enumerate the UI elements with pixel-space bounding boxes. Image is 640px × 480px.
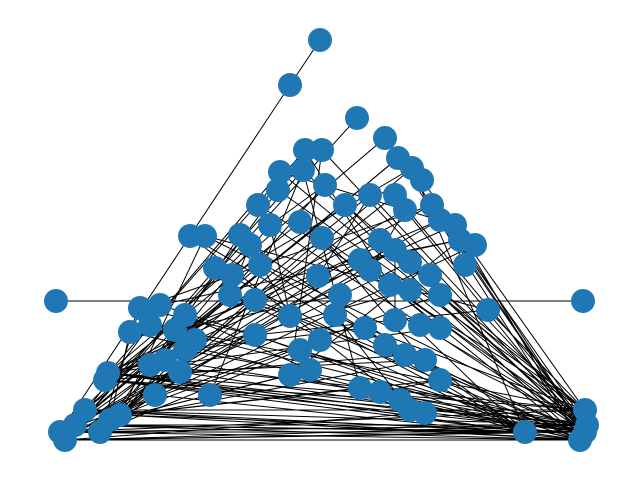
nodes <box>44 28 599 452</box>
node <box>373 126 397 150</box>
node <box>288 338 312 362</box>
edge <box>364 327 586 411</box>
node <box>278 363 302 387</box>
edge <box>487 309 586 411</box>
node <box>410 168 434 192</box>
node <box>323 303 347 327</box>
edge <box>139 204 433 309</box>
edge <box>107 372 586 433</box>
node <box>44 289 68 313</box>
node <box>413 348 437 372</box>
edge <box>74 424 526 433</box>
node <box>398 250 422 274</box>
node <box>298 358 322 382</box>
node <box>353 316 377 340</box>
node <box>258 213 282 237</box>
node <box>398 278 422 302</box>
node <box>428 283 452 307</box>
node <box>243 323 267 347</box>
node <box>246 193 270 217</box>
node <box>428 368 452 392</box>
node <box>163 318 187 342</box>
node <box>266 178 290 202</box>
edge <box>64 412 426 441</box>
node <box>345 106 369 130</box>
edge <box>59 409 586 433</box>
node <box>306 264 330 288</box>
node <box>408 313 432 337</box>
node <box>383 308 407 332</box>
node <box>333 193 357 217</box>
node <box>143 383 167 407</box>
node <box>476 298 500 322</box>
edge <box>104 379 526 433</box>
edge <box>104 379 586 433</box>
node <box>358 183 382 207</box>
edge <box>64 244 476 441</box>
edge <box>84 409 526 433</box>
edge <box>459 239 586 433</box>
node <box>513 420 537 444</box>
node <box>308 328 332 352</box>
node <box>278 73 302 97</box>
node <box>268 160 292 184</box>
node <box>393 343 417 367</box>
edge <box>104 221 301 381</box>
edge <box>74 269 371 426</box>
node <box>368 380 392 404</box>
node <box>573 420 597 444</box>
node <box>108 403 132 427</box>
edge <box>84 409 588 426</box>
node <box>238 233 262 257</box>
node <box>220 263 244 287</box>
node <box>278 304 302 328</box>
edge <box>174 294 341 331</box>
node <box>373 333 397 357</box>
node <box>118 320 142 344</box>
node <box>308 28 332 52</box>
node <box>328 283 352 307</box>
node <box>198 383 222 407</box>
edge <box>107 372 588 426</box>
edge <box>149 324 586 433</box>
node <box>313 173 337 197</box>
node <box>310 138 334 162</box>
edge <box>84 409 581 441</box>
edge <box>289 239 461 376</box>
edge <box>184 327 366 351</box>
node <box>358 258 382 282</box>
node <box>243 288 267 312</box>
edge <box>209 169 304 396</box>
edge <box>254 219 441 301</box>
node <box>291 158 315 182</box>
node <box>413 401 437 425</box>
node <box>218 283 242 307</box>
edge <box>409 289 586 433</box>
node <box>248 253 272 277</box>
node <box>96 361 120 385</box>
node <box>310 226 334 250</box>
node <box>293 138 317 162</box>
node <box>288 210 312 234</box>
node <box>428 316 452 340</box>
node <box>173 338 197 362</box>
node <box>168 360 192 384</box>
node <box>138 313 162 337</box>
node <box>418 263 442 287</box>
node <box>73 398 97 422</box>
edge <box>439 294 586 411</box>
node <box>393 198 417 222</box>
node <box>571 289 595 313</box>
node <box>453 253 477 277</box>
edge <box>269 224 291 317</box>
edge <box>119 414 581 441</box>
node <box>193 224 217 248</box>
node <box>378 273 402 297</box>
node <box>348 376 372 400</box>
edge <box>119 235 206 416</box>
node <box>148 293 172 317</box>
edge <box>99 237 323 433</box>
node <box>463 233 487 257</box>
